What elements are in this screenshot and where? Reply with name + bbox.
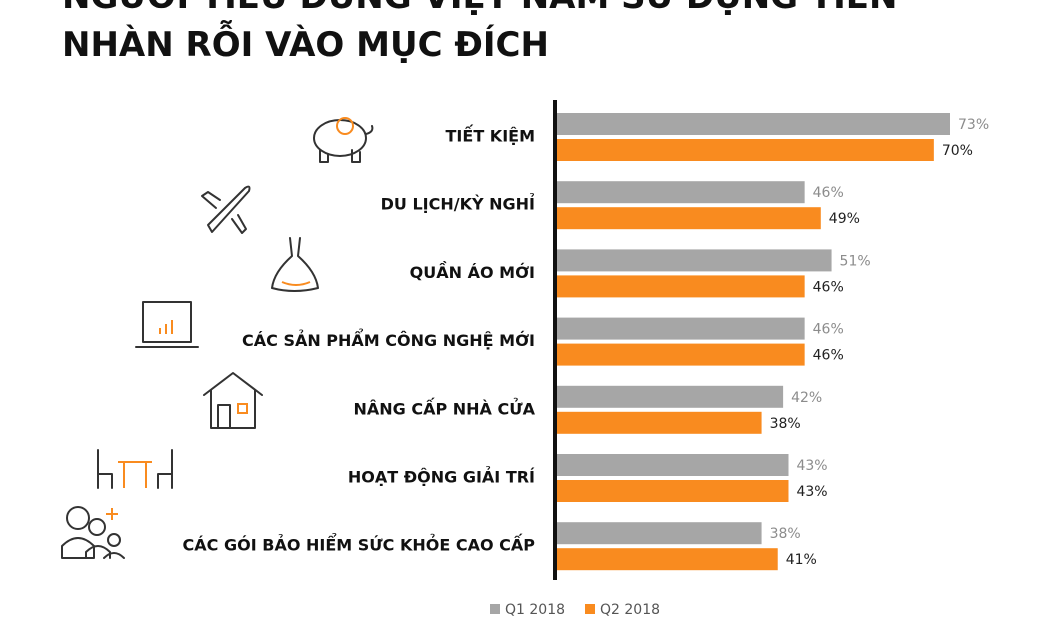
value-label: 43% bbox=[796, 484, 827, 500]
legend-label: Q2 2018 bbox=[600, 602, 660, 618]
category-label: DU LỊCH/KỲ NGHỈ bbox=[381, 193, 535, 214]
legend-label: Q1 2018 bbox=[505, 602, 565, 618]
category-label: TIẾT KIỆM bbox=[446, 125, 535, 146]
legend-swatch bbox=[585, 604, 595, 614]
bar bbox=[557, 317, 805, 340]
category-label: CÁC SẢN PHẨM CÔNG NGHỆ MỚI bbox=[242, 328, 535, 350]
value-label: 51% bbox=[840, 253, 871, 269]
category-label: NÂNG CẤP NHÀ CỬA bbox=[353, 397, 535, 418]
bar bbox=[557, 454, 789, 476]
icon bbox=[61, 506, 125, 559]
category-label: CÁC GÓI BẢO HIỂM SỨC KHỎE CAO CẤP bbox=[183, 533, 536, 555]
value-label: 46% bbox=[813, 322, 844, 338]
value-label: 38% bbox=[770, 416, 801, 432]
value-label: 38% bbox=[770, 526, 801, 542]
icon bbox=[201, 185, 251, 234]
chart-title: NGƯỜI TIÊU DÙNG VIỆT NAM SỬ DỤNG TIỀNNHÀ… bbox=[62, 0, 897, 65]
bar bbox=[557, 249, 832, 272]
value-label: 46% bbox=[813, 348, 844, 364]
value-label: 73% bbox=[958, 117, 989, 133]
bar bbox=[557, 548, 778, 571]
icon bbox=[313, 117, 374, 163]
bar bbox=[557, 385, 784, 408]
icon bbox=[271, 237, 319, 292]
value-label: 43% bbox=[796, 458, 827, 474]
bar bbox=[557, 411, 762, 434]
category-label: QUẦN ÁO MỚI bbox=[410, 261, 535, 282]
value-label: 46% bbox=[813, 185, 844, 201]
bar bbox=[557, 139, 934, 161]
bar bbox=[557, 522, 762, 545]
bar bbox=[557, 480, 789, 502]
category-label: HOẠT ĐỘNG GIẢI TRÍ bbox=[348, 466, 535, 487]
bar bbox=[557, 275, 805, 298]
icon bbox=[97, 449, 173, 489]
value-label: 70% bbox=[942, 143, 973, 159]
bar bbox=[557, 181, 805, 204]
icon bbox=[135, 301, 199, 348]
value-label: 41% bbox=[786, 552, 817, 568]
bar bbox=[557, 343, 805, 366]
value-label: 42% bbox=[791, 390, 822, 406]
bar bbox=[557, 113, 950, 135]
bar bbox=[557, 207, 821, 230]
value-label: 46% bbox=[813, 279, 844, 295]
icon bbox=[203, 372, 263, 429]
value-label: 49% bbox=[829, 211, 860, 227]
legend-swatch bbox=[490, 604, 500, 614]
